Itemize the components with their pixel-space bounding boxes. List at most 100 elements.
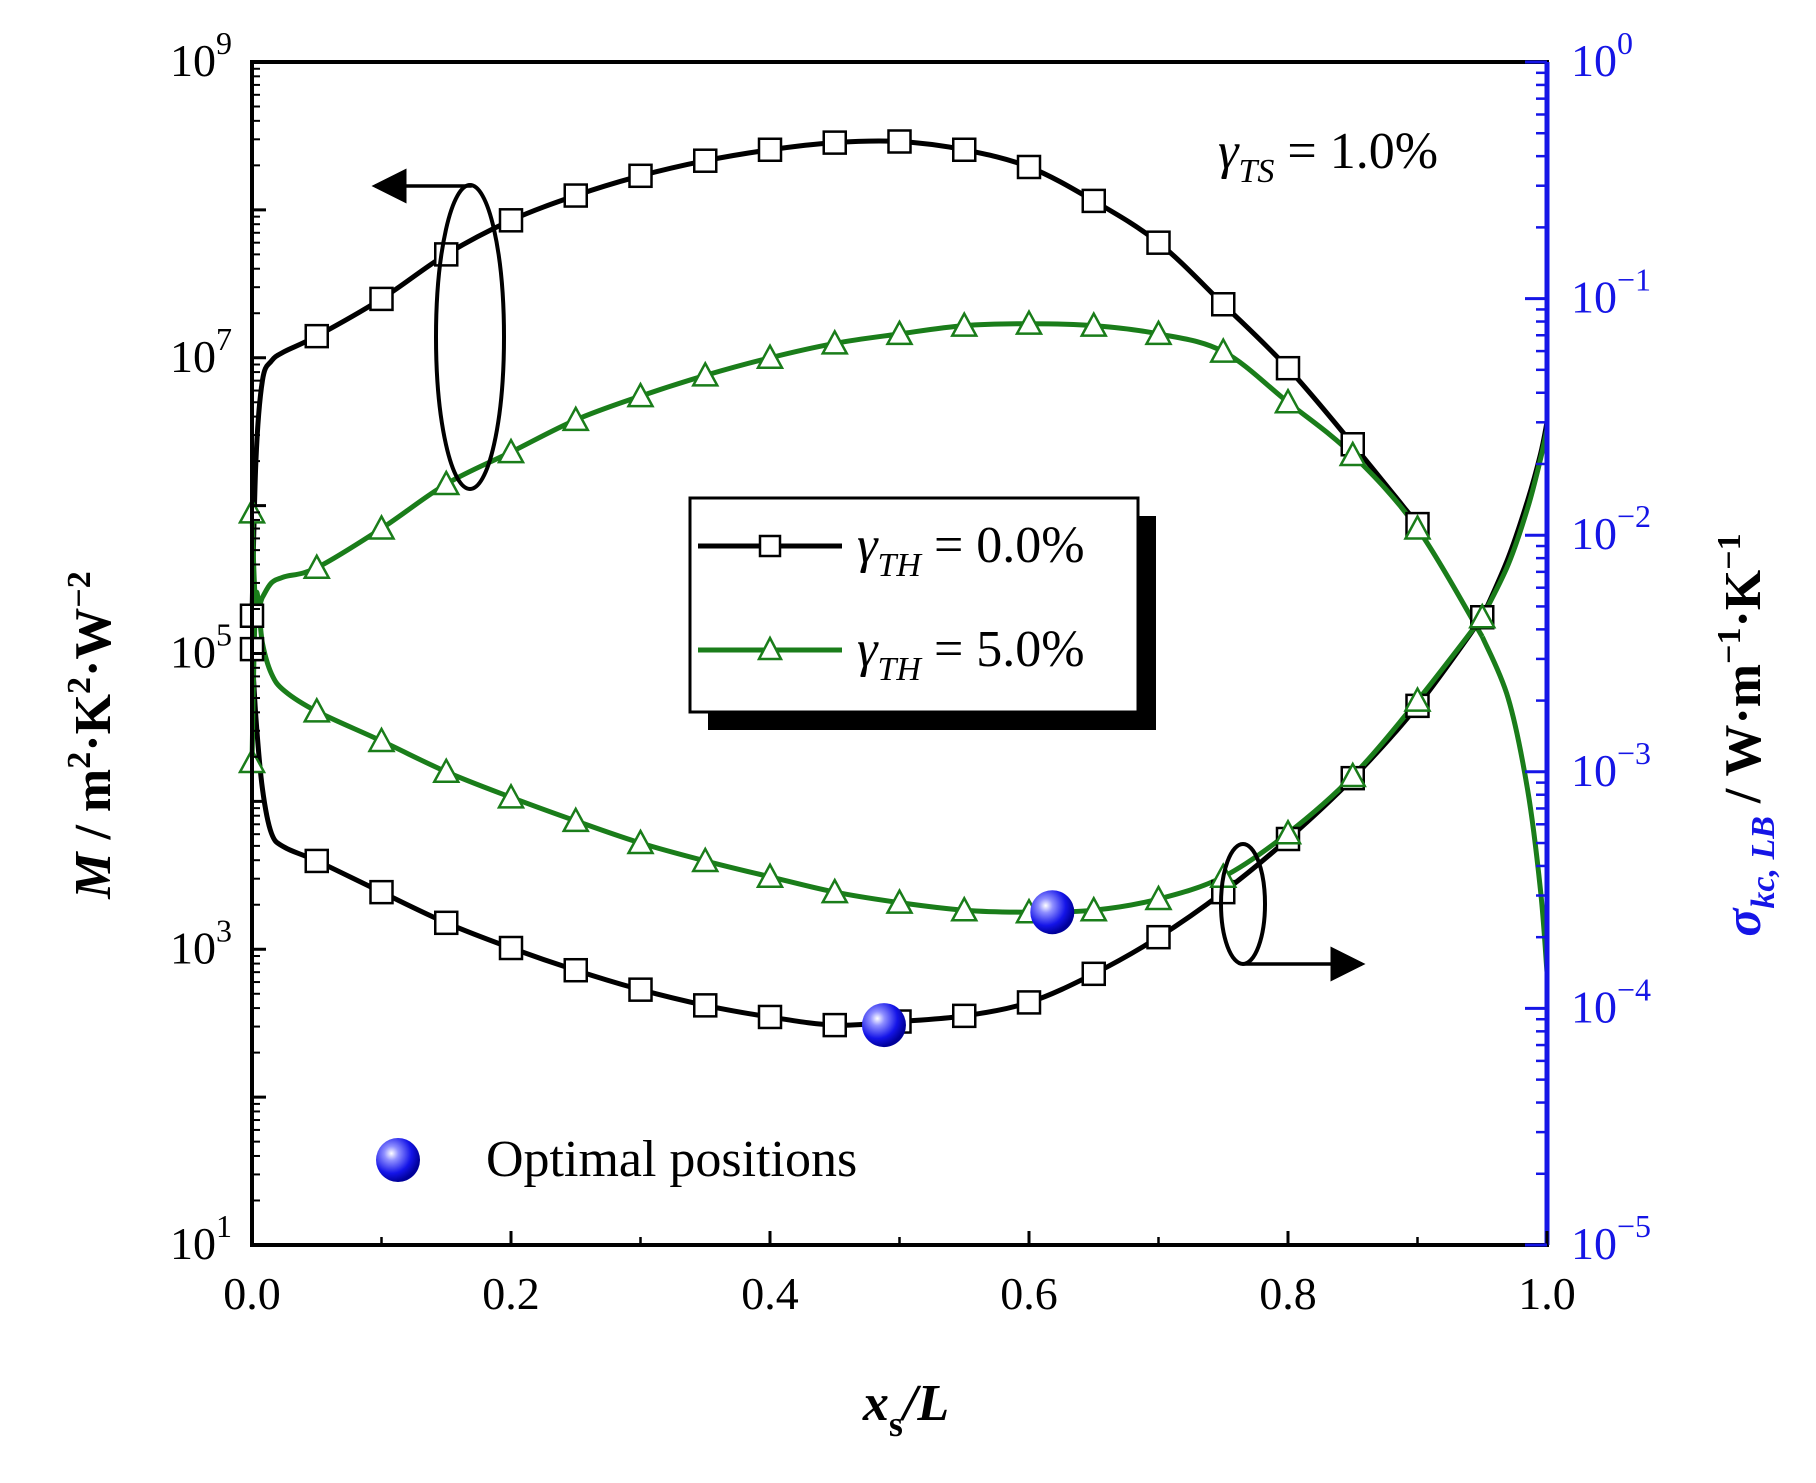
series-3-point-6 (626, 828, 655, 855)
series-0-point-1 (304, 323, 329, 349)
series-0-point-4 (498, 208, 524, 233)
series-2-point-11 (952, 1003, 977, 1029)
series-0-point-16 (1275, 355, 1301, 381)
y-left-tick-label-1: 103 (170, 912, 232, 973)
series-0-point-10 (887, 129, 912, 154)
optimal-position-0 (861, 1003, 906, 1048)
legend-label-series-0: γTH = 0.0% (857, 517, 1085, 584)
series-1-point-17 (1338, 440, 1367, 467)
series-3-point-3 (432, 757, 461, 784)
optimal-legend-label: Optimal positions (486, 1131, 857, 1188)
series-3-point-16 (1273, 818, 1303, 845)
y-left-axis-title: M / m2·K2·W−2 (61, 571, 122, 900)
legend-label-series-1: γTH = 5.0% (857, 621, 1085, 688)
series-2-point-9 (822, 1012, 847, 1038)
series-1-point-18 (1403, 513, 1432, 540)
series-3-point-14 (1144, 884, 1173, 911)
series-2-point-8 (757, 1004, 783, 1030)
y-right-tick-label-5: 100 (1571, 25, 1633, 86)
left-axis-arrow (371, 168, 472, 204)
x-tick-label-4: 0.8 (1259, 1268, 1317, 1319)
series-2-point-13 (1081, 961, 1106, 987)
series-1-point-6 (626, 381, 655, 408)
series-1-point-7 (691, 360, 720, 387)
series-2-point-1 (304, 848, 329, 874)
series-1-point-3 (432, 469, 461, 496)
series-3-point-1 (302, 696, 331, 723)
annotation-gamma-ts: γTS = 1.0% (1218, 123, 1438, 190)
series-3-point-2 (367, 726, 396, 753)
y-right-tick-label-2: 10−3 (1571, 735, 1651, 796)
series-2-point-14 (1146, 924, 1171, 950)
series-0-point-14 (1146, 230, 1171, 255)
series-1-point-1 (302, 553, 331, 580)
series-0-point-5 (563, 183, 588, 208)
y-left-tick-label-2: 105 (170, 617, 232, 678)
series-1-point-16 (1273, 387, 1303, 414)
y-left-tick-label-4: 109 (170, 25, 232, 86)
y-right-tick-label-4: 10−1 (1571, 262, 1651, 323)
series-3-point-4 (496, 782, 526, 809)
series-3-point-5 (561, 806, 590, 833)
series-1-point-15 (1209, 337, 1238, 363)
series-1-point-8 (755, 343, 785, 369)
x-tick-label-0: 0.0 (223, 1268, 281, 1319)
series-1-point-13 (1079, 310, 1108, 337)
series-2-point-12 (1016, 990, 1042, 1015)
series-line-6 (1479, 635, 1550, 973)
series-1-point-11 (950, 310, 979, 337)
y-right-tick-label-0: 10−5 (1571, 1208, 1651, 1269)
series-1-point-10 (885, 319, 914, 346)
x-tick-label-2: 0.4 (741, 1268, 799, 1319)
series-3-point-8 (755, 862, 785, 889)
y-left-tick-label-0: 101 (170, 1208, 232, 1269)
optimal-position-1 (1030, 890, 1075, 935)
series-1-point-9 (820, 328, 849, 355)
legend-marker-series-0 (758, 534, 782, 558)
optimal-legend-ball (376, 1138, 420, 1182)
y-right-tick-label-3: 10−2 (1571, 498, 1651, 559)
x-axis-title: xs/L (862, 1375, 949, 1444)
series-3-point-19 (1468, 602, 1497, 629)
marker-layer (237, 129, 1497, 1048)
series-3-point-9 (820, 877, 849, 904)
y-right-axis-title: σkc, LB / W·m−1·K−1 (1711, 533, 1782, 936)
series-0-point-2 (369, 286, 394, 312)
series-3-point-10 (885, 887, 914, 914)
x-tick-label-5: 1.0 (1518, 1268, 1576, 1319)
series-2-point-6 (628, 977, 653, 1002)
series-1-point-14 (1144, 319, 1173, 346)
series-line-3 (249, 590, 1485, 915)
series-0-point-9 (822, 130, 847, 155)
series-0-point-6 (628, 163, 653, 189)
series-1-point-12 (1014, 309, 1044, 335)
series-3-point-17 (1338, 761, 1367, 788)
series-3-point-18 (1403, 685, 1432, 712)
series-2-point-7 (693, 993, 718, 1018)
series-0-point-7 (693, 148, 718, 173)
y-right-tick-label-1: 10−4 (1571, 971, 1651, 1032)
x-tick-label-1: 0.2 (482, 1268, 540, 1319)
series-0-point-8 (757, 137, 783, 163)
legend-marker-series-1 (756, 635, 784, 661)
series-1-point-2 (367, 513, 396, 540)
series-2-point-3 (434, 910, 459, 936)
series-0-point-12 (1016, 154, 1042, 180)
left-axis-group-ellipse (434, 183, 506, 491)
series-0-point-13 (1081, 188, 1106, 214)
series-3-point-13 (1079, 895, 1108, 922)
series-0-point-11 (952, 137, 977, 163)
legend: γTH = 0.0% γTH = 5.0% (688, 496, 1156, 730)
y-left-tick-label-3: 107 (170, 321, 232, 382)
series-2-point-4 (498, 935, 524, 961)
tick-layer: 0.0 0.2 0.4 0.6 0.8 1.0 101 103 105 107 109 10−5 10−… (170, 25, 1651, 1319)
series-1-point-4 (496, 437, 526, 464)
series-3-point-11 (950, 895, 979, 922)
x-tick-label-3: 0.6 (1000, 1268, 1058, 1319)
series-3-point-7 (691, 846, 720, 873)
series-1-point-5 (561, 405, 590, 432)
legend-box (688, 496, 1140, 714)
series-line-5 (1480, 428, 1550, 619)
series-2-point-5 (563, 957, 588, 983)
